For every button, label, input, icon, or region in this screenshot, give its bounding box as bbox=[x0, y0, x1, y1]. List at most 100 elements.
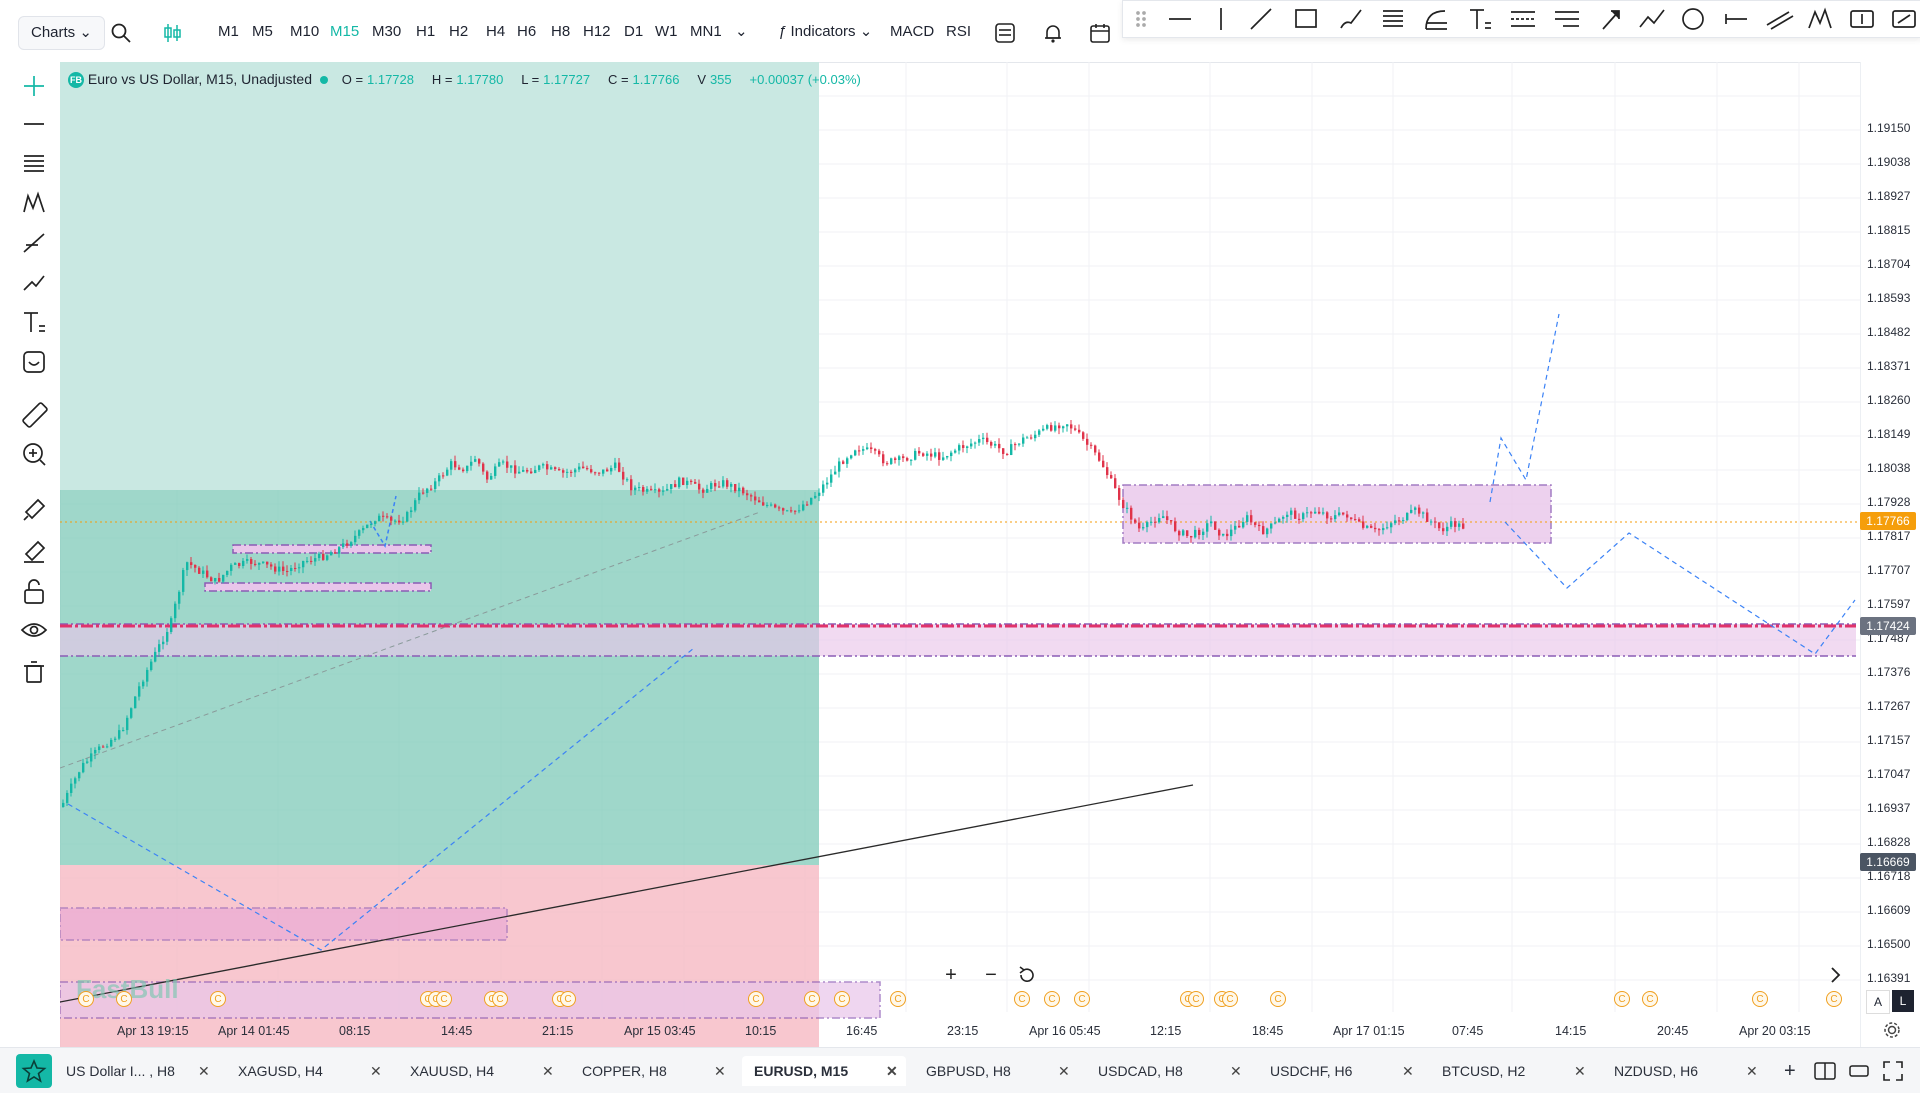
rectangle-icon[interactable] bbox=[1295, 9, 1317, 28]
economic-event-marker[interactable]: C bbox=[834, 991, 850, 1007]
chevron-right-icon[interactable] bbox=[1824, 964, 1846, 986]
drag-handle-icon[interactable] bbox=[1136, 11, 1146, 27]
timeframe-h2[interactable]: H2 bbox=[449, 23, 469, 40]
economic-event-marker[interactable]: C bbox=[748, 991, 764, 1007]
timeframe-m1[interactable]: M1 bbox=[218, 23, 239, 40]
economic-event-marker[interactable]: C bbox=[804, 991, 820, 1007]
alert-icon[interactable] bbox=[1042, 22, 1064, 44]
template-icon[interactable] bbox=[994, 22, 1016, 44]
search-icon[interactable] bbox=[110, 22, 132, 44]
close-icon[interactable]: ✕ bbox=[1402, 1063, 1414, 1079]
calendar-icon[interactable] bbox=[1089, 22, 1111, 44]
timeframe-d1[interactable]: D1 bbox=[624, 23, 644, 40]
symbol-tab[interactable]: US Dollar I... , H8 ✕ bbox=[54, 1056, 218, 1086]
ellipse-icon[interactable] bbox=[1682, 8, 1704, 30]
close-icon[interactable]: ✕ bbox=[542, 1063, 554, 1079]
economic-event-marker[interactable]: C bbox=[78, 991, 94, 1007]
ruler-icon[interactable] bbox=[22, 402, 48, 428]
symbol-tab[interactable]: XAGUSD, H4 ✕ bbox=[226, 1056, 390, 1086]
economic-event-marker[interactable]: C bbox=[116, 991, 132, 1007]
timeframe-h6[interactable]: H6 bbox=[517, 23, 537, 40]
fib-arc-icon[interactable] bbox=[1425, 10, 1447, 30]
forecast-icon[interactable] bbox=[1892, 10, 1916, 28]
timeframe-h1[interactable]: H1 bbox=[416, 23, 436, 40]
brush-icon[interactable] bbox=[1340, 9, 1362, 29]
trend-line-icon[interactable] bbox=[23, 275, 45, 291]
zigzag-icon[interactable] bbox=[1639, 9, 1665, 28]
symbol-tab[interactable]: GBPUSD, H8 ✕ bbox=[914, 1056, 1078, 1086]
economic-event-marker[interactable]: C bbox=[560, 991, 576, 1007]
macd-button[interactable]: MACD bbox=[890, 23, 935, 40]
timeframe-m5[interactable]: M5 bbox=[252, 23, 273, 40]
magnet-icon[interactable] bbox=[23, 498, 46, 521]
layout-icon[interactable] bbox=[1814, 1062, 1836, 1080]
close-icon[interactable]: ✕ bbox=[886, 1063, 898, 1079]
close-icon[interactable]: ✕ bbox=[1058, 1063, 1070, 1079]
price-axis[interactable]: 1.19150 1.19038 1.18927 1.18815 1.18704 1.185… bbox=[1860, 62, 1920, 1047]
parallel-lines-icon[interactable] bbox=[1766, 11, 1794, 30]
timeframe-m30[interactable]: M30 bbox=[372, 23, 402, 40]
lock-icon[interactable] bbox=[24, 579, 44, 604]
economic-event-marker[interactable]: C bbox=[1826, 991, 1842, 1007]
charts-menu-button[interactable]: Charts ⌄ bbox=[18, 16, 105, 50]
symbol-tab[interactable]: COPPER, H8 ✕ bbox=[570, 1056, 734, 1086]
arrow-icon[interactable] bbox=[1602, 10, 1620, 30]
economic-event-marker[interactable]: C bbox=[210, 991, 226, 1007]
pattern-icon[interactable] bbox=[23, 191, 45, 213]
crosshair-icon[interactable] bbox=[24, 76, 44, 96]
economic-event-marker[interactable]: C bbox=[436, 991, 452, 1007]
window-icon[interactable] bbox=[1848, 1062, 1870, 1080]
reset-icon[interactable] bbox=[1016, 964, 1038, 986]
timeframe-more-button[interactable]: ⌄ bbox=[735, 18, 748, 46]
timeframe-mn1[interactable]: MN1 bbox=[690, 23, 722, 40]
fullscreen-icon[interactable] bbox=[1882, 1060, 1904, 1082]
economic-event-marker[interactable]: C bbox=[1752, 991, 1768, 1007]
economic-event-marker[interactable]: C bbox=[890, 991, 906, 1007]
indicators-button[interactable]: ƒ Indicators ⌄ bbox=[778, 18, 872, 46]
close-icon[interactable]: ✕ bbox=[1230, 1063, 1242, 1079]
close-icon[interactable]: ✕ bbox=[714, 1063, 726, 1079]
close-icon[interactable]: ✕ bbox=[1746, 1063, 1758, 1079]
timeframe-m10[interactable]: M10 bbox=[290, 23, 320, 40]
economic-event-marker[interactable]: C bbox=[1222, 991, 1238, 1007]
timeframe-h4[interactable]: H4 bbox=[486, 23, 506, 40]
symbol-tab[interactable]: USDCHF, H6 ✕ bbox=[1258, 1056, 1422, 1086]
gann-icon[interactable] bbox=[23, 233, 45, 253]
settings-gear-icon[interactable] bbox=[1882, 1020, 1902, 1040]
visibility-eye-icon[interactable] bbox=[20, 623, 48, 637]
log-scale-button[interactable]: L bbox=[1892, 990, 1914, 1012]
economic-event-marker[interactable]: C bbox=[1270, 991, 1286, 1007]
timeframe-h8[interactable]: H8 bbox=[551, 23, 571, 40]
trend-line-icon[interactable] bbox=[1250, 8, 1272, 30]
zoom-out-button[interactable]: − bbox=[985, 964, 997, 986]
candlestick-icon[interactable] bbox=[162, 22, 184, 44]
text-tool-icon[interactable] bbox=[1470, 9, 1491, 29]
add-tab-button[interactable]: + bbox=[1784, 1060, 1796, 1082]
symbol-tab[interactable]: XAUUSD, H4 ✕ bbox=[398, 1056, 562, 1086]
economic-event-marker[interactable]: C bbox=[1044, 991, 1060, 1007]
economic-event-marker[interactable]: C bbox=[1074, 991, 1090, 1007]
pattern-icon[interactable] bbox=[1808, 7, 1832, 29]
pitchfork-icon[interactable] bbox=[1555, 11, 1579, 27]
fib-retracement-icon[interactable] bbox=[1383, 10, 1403, 27]
economic-event-marker[interactable]: C bbox=[492, 991, 508, 1007]
price-chart[interactable]: FastBull bbox=[59, 62, 1860, 1047]
zoom-in-icon[interactable] bbox=[23, 443, 46, 466]
close-icon[interactable]: ✕ bbox=[1574, 1063, 1586, 1079]
symbol-tab[interactable]: EURUSD, M15 ✕ bbox=[742, 1056, 906, 1086]
economic-event-marker[interactable]: C bbox=[1642, 991, 1658, 1007]
zoom-in-button[interactable]: + bbox=[945, 964, 957, 986]
timeframe-m15[interactable]: M15 bbox=[330, 23, 360, 40]
ray-icon[interactable] bbox=[1725, 14, 1747, 24]
fib-retracement-icon[interactable] bbox=[24, 155, 44, 172]
price-range-icon[interactable] bbox=[1850, 10, 1874, 28]
text-tool-icon[interactable] bbox=[24, 312, 45, 332]
draw-mode-icon[interactable] bbox=[24, 540, 46, 563]
auto-scale-button[interactable]: A bbox=[1866, 990, 1890, 1014]
trash-icon[interactable] bbox=[24, 661, 44, 683]
emoji-icon[interactable] bbox=[23, 351, 45, 373]
parallel-channel-icon[interactable] bbox=[1511, 11, 1535, 27]
economic-event-marker[interactable]: C bbox=[1014, 991, 1030, 1007]
timeframe-h12[interactable]: H12 bbox=[583, 23, 611, 40]
symbol-tab[interactable]: BTCUSD, H2 ✕ bbox=[1430, 1056, 1594, 1086]
